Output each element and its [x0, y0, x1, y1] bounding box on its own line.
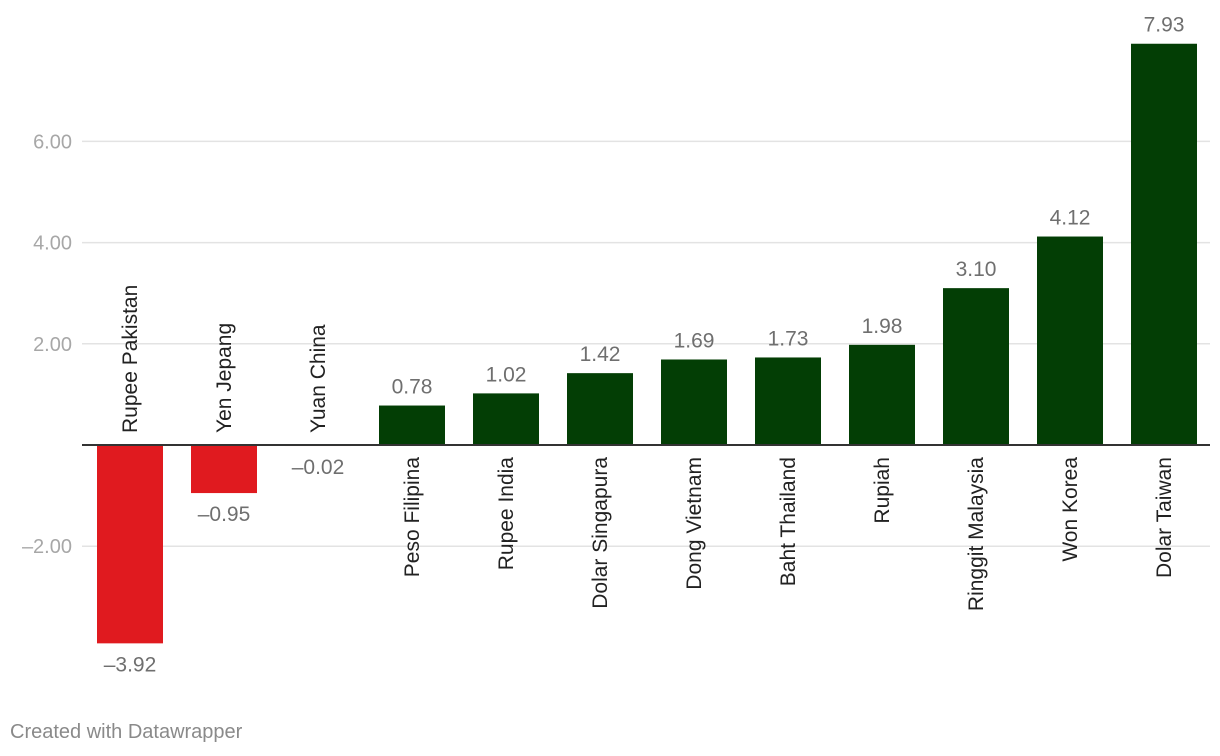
- category-label: Peso Filipina: [401, 457, 424, 578]
- y-axis-ticks: –2.00 2.00 4.00 6.00: [22, 131, 72, 558]
- y-tick-label: 2.00: [33, 334, 72, 356]
- bar: [379, 405, 445, 445]
- value-label: 3.10: [956, 258, 997, 281]
- category-label: Dolar Singapura: [589, 457, 612, 609]
- value-label: 7.93: [1144, 14, 1185, 37]
- value-label: 1.42: [580, 343, 621, 366]
- value-label: 0.78: [392, 376, 433, 399]
- value-label: 1.98: [862, 315, 903, 338]
- bar: [1131, 43, 1197, 445]
- category-label: Rupee India: [495, 457, 518, 571]
- y-tick-label: 6.00: [33, 131, 72, 153]
- category-label: Won Korea: [1059, 457, 1082, 562]
- bar: [849, 344, 915, 445]
- category-label: Baht Thailand: [777, 457, 800, 586]
- value-label: –0.02: [292, 456, 345, 479]
- y-tick-label: –2.00: [22, 536, 72, 558]
- value-labels: –3.92 –0.95 –0.02 0.78 1.02 1.42 1.69 1.73 1.98 3…: [104, 14, 1185, 677]
- y-tick-label: 4.00: [33, 233, 72, 255]
- bar: [1037, 236, 1103, 445]
- bar: [567, 373, 633, 445]
- value-label: 4.12: [1050, 207, 1091, 230]
- category-labels: Rupee Pakistan Yen Jepang Yuan China Peso F…: [119, 285, 1176, 611]
- value-label: –3.92: [104, 653, 157, 676]
- bar: [661, 359, 727, 445]
- category-label: Rupee Pakistan: [119, 285, 142, 433]
- value-label: 1.73: [768, 327, 809, 350]
- category-label: Dong Vietnam: [683, 457, 706, 590]
- bar: [473, 393, 539, 445]
- category-label: Rupiah: [871, 457, 894, 524]
- bars: [97, 43, 1197, 644]
- bar: [97, 445, 163, 644]
- bar: [943, 288, 1009, 445]
- category-label: Yuan China: [307, 324, 330, 433]
- datawrapper-credit: Created with Datawrapper: [10, 721, 243, 743]
- gridlines: [82, 140, 1210, 547]
- value-label: 1.02: [486, 363, 527, 386]
- category-label: Ringgit Malaysia: [965, 457, 988, 611]
- bar: [755, 357, 821, 445]
- value-label: 1.69: [674, 329, 715, 352]
- category-label: Dolar Taiwan: [1153, 457, 1176, 578]
- category-label: Yen Jepang: [213, 323, 236, 433]
- value-label: –0.95: [198, 503, 251, 526]
- bar: [191, 445, 257, 494]
